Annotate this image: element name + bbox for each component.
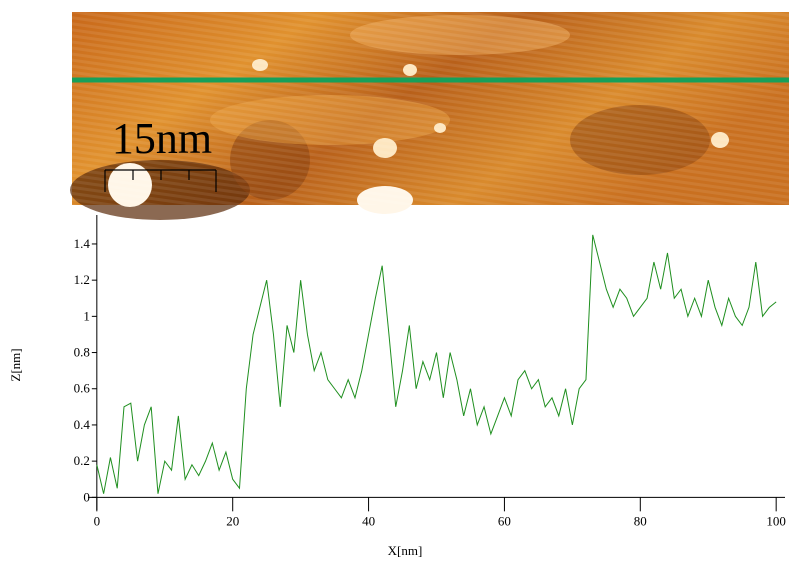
y-tick-label: 1 <box>83 308 90 323</box>
y-tick-label: 0 <box>83 489 90 504</box>
y-tick-label: 0.6 <box>74 381 91 396</box>
x-tick-label: 60 <box>498 513 511 528</box>
profile-line <box>96 234 777 494</box>
y-tick-label: 0.8 <box>74 345 90 360</box>
x-tick-label: 20 <box>226 513 239 528</box>
x-axis-label: X[nm] <box>388 543 423 558</box>
x-tick-label: 80 <box>634 513 647 528</box>
x-tick-label: 100 <box>766 513 786 528</box>
y-tick-label: 1.2 <box>74 272 90 287</box>
x-tick-label: 40 <box>362 513 375 528</box>
y-tick-label: 0.4 <box>74 417 91 432</box>
x-tick-label: 0 <box>94 513 101 528</box>
y-tick-label: 1.4 <box>74 236 91 251</box>
y-axis-label: Z[nm] <box>8 348 23 381</box>
stm-image: 15nm <box>70 12 789 220</box>
y-tick-label: 0.2 <box>74 453 90 468</box>
scale-bar-label: 15nm <box>112 114 212 163</box>
